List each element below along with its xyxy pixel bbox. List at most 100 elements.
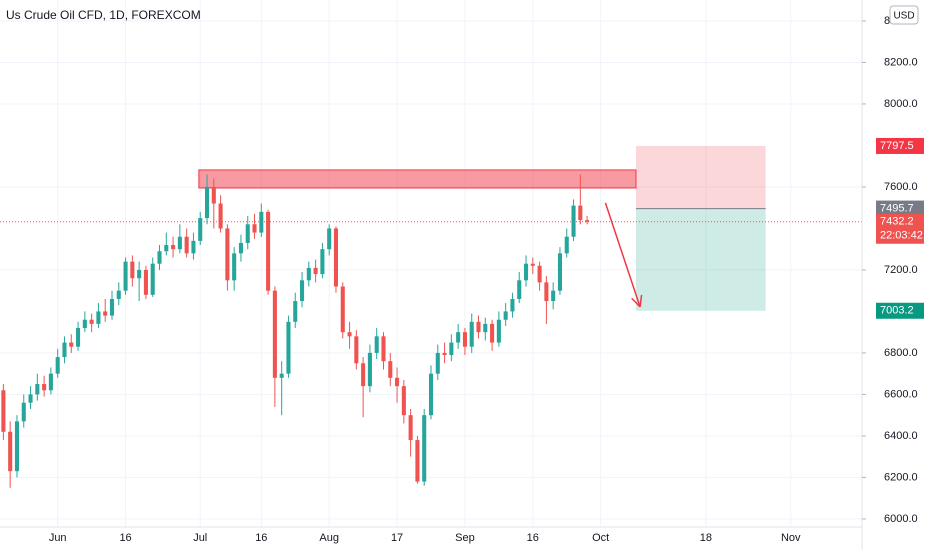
x-tick-label: Jun xyxy=(49,532,67,544)
y-tick-label: 6600.0 xyxy=(884,388,918,400)
candle-body xyxy=(21,402,26,422)
countdown: 22:03:42 xyxy=(880,230,923,242)
candle-body xyxy=(157,251,162,264)
y-tick-label: 7200.0 xyxy=(884,264,918,276)
candle-body xyxy=(361,363,366,387)
candle-body xyxy=(109,298,115,316)
candle-body xyxy=(82,319,87,329)
candle-body xyxy=(211,186,216,204)
candle-body xyxy=(340,286,345,333)
candle-body xyxy=(48,373,53,391)
y-tick-label: 6800.0 xyxy=(884,347,918,359)
candle-body xyxy=(415,440,420,482)
candle-body xyxy=(354,336,359,364)
candle-body xyxy=(544,282,549,302)
candle-body xyxy=(490,323,495,343)
candle-body xyxy=(313,267,318,275)
candle-body xyxy=(503,311,508,320)
candle-body xyxy=(367,352,372,387)
candle-body xyxy=(14,421,20,472)
candle-body xyxy=(320,249,325,275)
y-tick-label: 6400.0 xyxy=(884,430,918,442)
x-tick-label: 16 xyxy=(527,532,539,544)
candle-body xyxy=(191,240,196,254)
candle-body xyxy=(523,263,529,281)
candle-body xyxy=(272,290,277,378)
candle-body xyxy=(150,263,155,295)
candle-body xyxy=(69,342,74,347)
candle-body xyxy=(164,245,169,252)
candles xyxy=(1,174,590,488)
price-label: 7003.2 xyxy=(880,305,914,317)
price-label-box xyxy=(876,137,924,154)
candle-body xyxy=(62,342,67,358)
axes: 6000.0 6200.0 6400.0 6600.0 6800.0 7200.0 7600… xyxy=(49,15,924,544)
candle-body xyxy=(293,301,298,322)
candle-body xyxy=(218,203,223,229)
stop-zone xyxy=(635,145,766,209)
candle-body xyxy=(204,186,210,219)
candle-body xyxy=(116,290,121,299)
chart-title: Us Crude Oil CFD, 1D, FOREXCOM xyxy=(6,8,201,22)
candle-body xyxy=(306,267,311,281)
candle-body xyxy=(103,311,108,316)
x-tick-label: 17 xyxy=(391,532,403,544)
candle-body xyxy=(171,245,176,250)
candle-body xyxy=(517,280,522,299)
candle-body xyxy=(76,328,81,347)
candle-body xyxy=(469,321,474,347)
price-label: 7432.2 xyxy=(880,216,914,228)
target-zone xyxy=(635,208,766,311)
candle-body xyxy=(232,253,237,281)
candle-body xyxy=(266,211,271,291)
candle-body xyxy=(327,228,332,250)
candle-body xyxy=(198,218,203,241)
candle-body xyxy=(585,220,590,222)
candle-body xyxy=(35,384,40,395)
candle-body xyxy=(381,336,386,362)
x-tick-label: Oct xyxy=(592,532,609,544)
candle-body xyxy=(456,332,461,343)
candle-body xyxy=(395,377,400,387)
candle-body xyxy=(483,323,488,333)
candle-body xyxy=(537,265,542,283)
candle-body xyxy=(428,373,434,416)
x-tick-label: Aug xyxy=(319,532,339,544)
resistance-zone xyxy=(198,169,637,189)
candle-body xyxy=(123,261,128,291)
candle-body xyxy=(252,224,257,233)
currency-box[interactable] xyxy=(889,5,919,25)
candle-body xyxy=(286,321,291,374)
candle-body xyxy=(422,415,427,482)
candle-body xyxy=(408,415,413,441)
candle-body xyxy=(510,298,515,312)
candle-body xyxy=(435,352,440,374)
arrow-head xyxy=(631,297,641,308)
candle-body xyxy=(42,384,47,391)
price-label: 7797.5 xyxy=(880,140,914,152)
candle-body xyxy=(245,224,250,243)
candle-body xyxy=(442,352,447,355)
x-tick-label: 18 xyxy=(700,532,712,544)
candle-body xyxy=(89,319,94,324)
candle-body xyxy=(374,336,379,353)
candle-body xyxy=(28,394,33,403)
arrow-head xyxy=(639,294,643,307)
candle-body xyxy=(551,290,556,302)
x-tick-label: Nov xyxy=(781,532,801,544)
candle-body xyxy=(238,242,243,254)
candle-body xyxy=(300,280,305,302)
x-tick-label: 16 xyxy=(255,532,267,544)
candle-body xyxy=(496,319,501,343)
price-label-box xyxy=(876,213,924,244)
x-tick-label: 16 xyxy=(119,532,131,544)
candle-body xyxy=(449,342,454,355)
candle-body xyxy=(557,253,562,291)
candle-body xyxy=(279,373,284,378)
candle-body xyxy=(259,211,264,233)
y-tick-label: 6000.0 xyxy=(884,513,918,525)
candle-body xyxy=(55,357,60,374)
candle-body xyxy=(401,386,406,416)
